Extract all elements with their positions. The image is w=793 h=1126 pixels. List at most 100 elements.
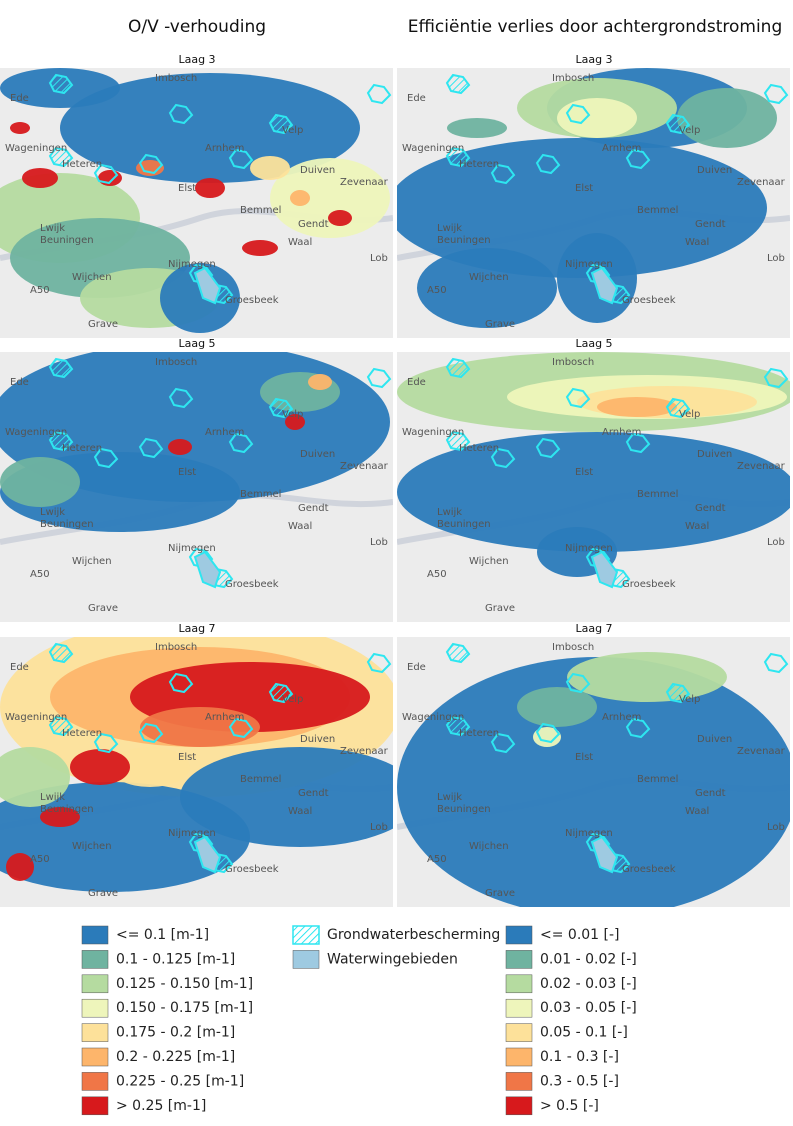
place-name: Grave — [88, 603, 118, 614]
protection-zone — [268, 682, 294, 704]
place-name: Nijmegen — [168, 543, 216, 554]
protection-zone — [585, 832, 611, 854]
legend-swatch — [505, 925, 533, 945]
legend-label: > 0.5 [-] — [540, 1098, 599, 1114]
place-name: A50 — [427, 285, 447, 296]
place-name: Beuningen — [40, 519, 94, 530]
legend-label: 0.225 - 0.25 [m-1] — [116, 1073, 244, 1089]
place-name: Velp — [282, 125, 303, 136]
protection-zone — [48, 73, 74, 95]
place-name: Waal — [288, 237, 312, 248]
place-name: Wageningen — [5, 712, 67, 723]
place-name: A50 — [30, 854, 50, 865]
legend-label: <= 0.01 [-] — [540, 927, 620, 943]
map-panel: Imbosch Ede Wageningen Arnhem Velp Heteren Dui… — [397, 68, 790, 338]
raster-area — [0, 457, 80, 507]
protection-zone — [48, 715, 74, 737]
place-name: Arnhem — [602, 712, 641, 723]
legend-swatch — [81, 925, 109, 945]
raster-area — [168, 439, 192, 455]
legend-swatch — [505, 998, 533, 1018]
raster-area — [160, 263, 240, 333]
place-name: Imbosch — [552, 73, 594, 84]
protection-zone — [366, 83, 392, 105]
place-name: Heteren — [459, 159, 499, 170]
legend-label: 0.1 - 0.3 [-] — [540, 1049, 619, 1065]
place-name: Velp — [679, 409, 700, 420]
protection-zone — [138, 153, 164, 175]
raster-area — [417, 248, 557, 328]
protection-zone — [366, 367, 392, 389]
place-name: Heteren — [62, 728, 102, 739]
place-name: Wijchen — [469, 272, 509, 283]
protection-zone — [565, 387, 591, 409]
protection-zone — [565, 672, 591, 694]
raster-area — [447, 118, 507, 138]
legend-swatch — [81, 998, 109, 1018]
raster-area — [70, 749, 130, 785]
place-name: Beuningen — [437, 235, 491, 246]
protection-zone — [168, 387, 194, 409]
place-name: Lob — [767, 822, 785, 833]
map-content: Imbosch Ede Wageningen Arnhem Velp Heteren Dui… — [397, 352, 790, 622]
raster-area — [180, 747, 393, 847]
place-name: Lob — [370, 537, 388, 548]
layer-title: Laag 3 — [575, 53, 612, 66]
legend-label: 0.03 - 0.05 [-] — [540, 1000, 637, 1016]
water-area — [193, 266, 222, 305]
place-name: Grave — [485, 603, 515, 614]
place-name: Wageningen — [402, 427, 464, 438]
raster-area — [136, 160, 164, 176]
legend-swatch — [505, 950, 533, 969]
legend-swatch — [81, 974, 109, 994]
column-header: Efficiëntie verlies door achtergrondstro… — [408, 17, 783, 37]
place-name: Arnhem — [205, 712, 244, 723]
protection-zone — [490, 163, 516, 185]
place-name: Lwijk — [437, 223, 462, 234]
place-name: Ede — [10, 377, 29, 388]
raster-area — [557, 98, 637, 138]
protection-zone — [535, 722, 561, 744]
place-name: Zevenaar — [737, 746, 786, 757]
layer-title: Laag 5 — [178, 337, 215, 350]
legend-label: 0.150 - 0.175 [m-1] — [116, 1000, 253, 1016]
legend-label: 0.1 - 0.125 [m-1] — [116, 951, 235, 967]
protection-zone — [138, 437, 164, 459]
legend-swatch — [81, 1023, 109, 1042]
raster-area — [270, 158, 390, 238]
place-name: Lwijk — [40, 792, 65, 803]
place-name: Waal — [288, 806, 312, 817]
water-area — [590, 266, 619, 305]
place-name: Wijchen — [469, 556, 509, 567]
place-name: Bemmel — [240, 774, 281, 785]
place-name: Duiven — [300, 734, 335, 745]
protection-zone — [445, 73, 471, 95]
water-area — [590, 835, 619, 874]
map-panel: Imbosch Ede Wageningen Arnhem Velp Heteren Dui… — [0, 68, 393, 338]
place-name: Elst — [178, 752, 196, 763]
place-name: Arnhem — [205, 143, 244, 154]
place-name: Ede — [407, 662, 426, 673]
protection-zone — [763, 83, 789, 105]
protection-zone — [228, 432, 254, 454]
place-name: Ede — [407, 377, 426, 388]
place-name: Zevenaar — [340, 177, 389, 188]
protection-zone — [763, 652, 789, 674]
place-name: Gendt — [298, 788, 329, 799]
raster-area — [597, 397, 677, 417]
place-name: Imbosch — [155, 357, 197, 368]
place-name: Arnhem — [602, 143, 641, 154]
raster-area — [60, 73, 360, 183]
place-name: Waal — [685, 521, 709, 532]
raster-area — [250, 156, 290, 180]
place-name: Zevenaar — [737, 461, 786, 472]
place-name: Imbosch — [552, 357, 594, 368]
protection-zone — [445, 715, 471, 737]
place-name: Groesbeek — [225, 579, 279, 590]
place-name: Velp — [282, 694, 303, 705]
layer-title: Laag 3 — [178, 53, 215, 66]
legend-swatch — [505, 1023, 533, 1042]
place-name: Heteren — [459, 443, 499, 454]
protection-zone — [268, 113, 294, 135]
map-panel: Imbosch Ede Wageningen Arnhem Velp Heteren Dui… — [0, 352, 393, 622]
